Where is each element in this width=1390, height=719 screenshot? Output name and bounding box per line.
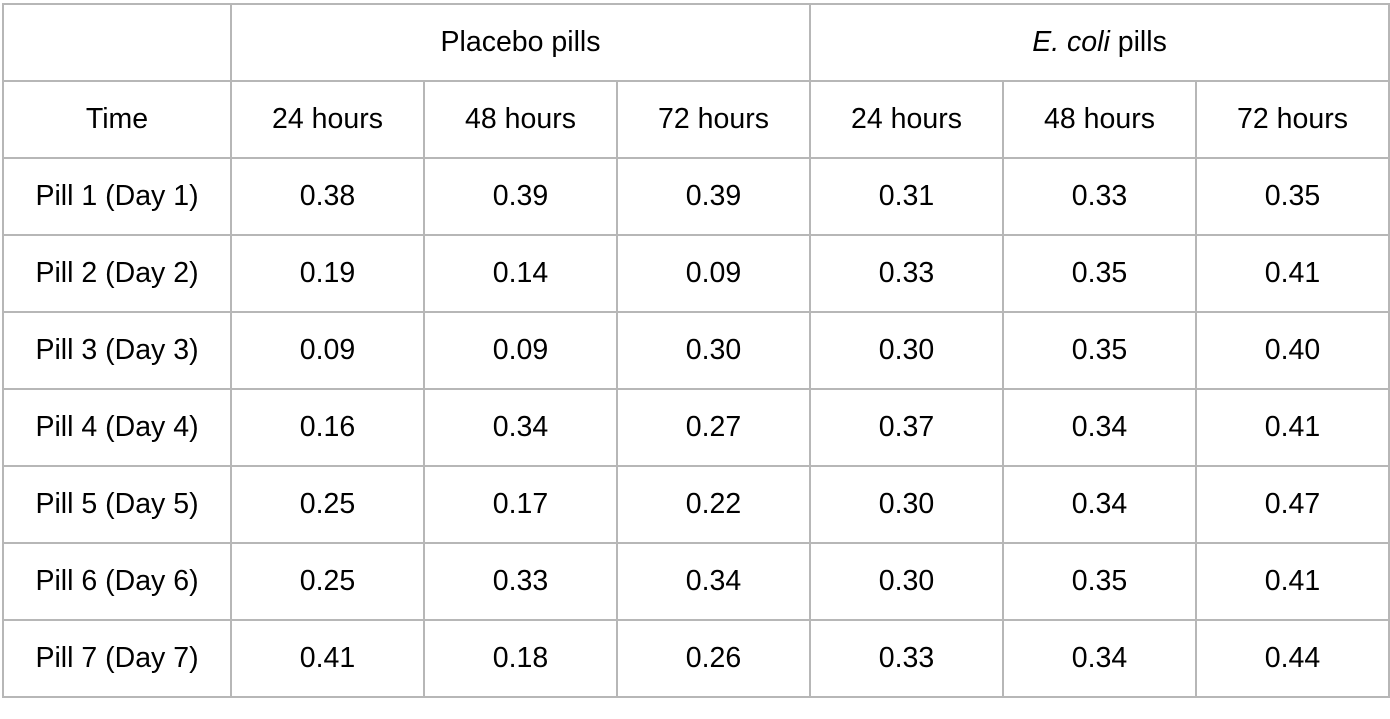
table-cell: 0.34 <box>1002 388 1198 467</box>
placebo-group-header: Placebo pills <box>229 3 812 82</box>
table-cell: 0.44 <box>1195 619 1390 698</box>
data-table: Placebo pills E. coli pills Time 24 hour… <box>2 3 1390 698</box>
row-label: Pill 7 (Day 7) <box>2 619 232 698</box>
ecoli-italic-text: E. coli <box>1032 26 1110 58</box>
table-cell: 0.35 <box>1002 311 1198 390</box>
column-header: 72 hours <box>1195 80 1390 159</box>
table-cell: 0.33 <box>809 234 1005 313</box>
table-cell: 0.38 <box>230 157 425 236</box>
table-cell: 0.41 <box>1195 542 1390 621</box>
column-header: 24 hours <box>230 80 425 159</box>
group-header-row: Placebo pills E. coli pills <box>2 3 1390 82</box>
table-cell: 0.25 <box>230 542 425 621</box>
table-cell: 0.35 <box>1195 157 1390 236</box>
row-label: Pill 4 (Day 4) <box>2 388 232 467</box>
table-cell: 0.33 <box>809 619 1005 698</box>
table-cell: 0.19 <box>230 234 425 313</box>
table-cell: 0.16 <box>230 388 425 467</box>
table-cell: 0.47 <box>1195 465 1390 544</box>
table-cell: 0.31 <box>809 157 1005 236</box>
table-cell: 0.41 <box>1195 234 1390 313</box>
table-cell: 0.34 <box>1002 619 1198 698</box>
table-cell: 0.22 <box>615 465 812 544</box>
table-cell: 0.41 <box>230 619 425 698</box>
table-cell: 0.18 <box>423 619 618 698</box>
table-cell: 0.30 <box>809 465 1005 544</box>
table-cell: 0.27 <box>615 388 812 467</box>
table-cell: 0.40 <box>1195 311 1390 390</box>
table-cell: 0.39 <box>615 157 812 236</box>
table-cell: 0.09 <box>230 311 425 390</box>
table-cell: 0.37 <box>809 388 1005 467</box>
table-row: Pill 4 (Day 4) 0.16 0.34 0.27 0.37 0.34 … <box>2 388 1390 467</box>
table-cell: 0.09 <box>423 311 618 390</box>
row-label: Pill 6 (Day 6) <box>2 542 232 621</box>
table-cell: 0.26 <box>615 619 812 698</box>
table-cell: 0.30 <box>615 311 812 390</box>
table-row: Pill 7 (Day 7) 0.41 0.18 0.26 0.33 0.34 … <box>2 619 1390 698</box>
table-cell: 0.39 <box>423 157 618 236</box>
time-label-cell: Time <box>2 80 232 159</box>
column-header: 48 hours <box>423 80 618 159</box>
row-label: Pill 1 (Day 1) <box>2 157 232 236</box>
table-cell: 0.35 <box>1002 234 1198 313</box>
empty-corner-cell <box>2 3 232 82</box>
table-row: Pill 5 (Day 5) 0.25 0.17 0.22 0.30 0.34 … <box>2 465 1390 544</box>
table-row: Pill 1 (Day 1) 0.38 0.39 0.39 0.31 0.33 … <box>2 157 1390 236</box>
table-cell: 0.35 <box>1002 542 1198 621</box>
time-header-row: Time 24 hours 48 hours 72 hours 24 hours… <box>2 80 1390 159</box>
table-cell: 0.33 <box>423 542 618 621</box>
table-cell: 0.30 <box>809 311 1005 390</box>
column-header: 24 hours <box>809 80 1005 159</box>
row-label: Pill 3 (Day 3) <box>2 311 232 390</box>
table-row: Pill 3 (Day 3) 0.09 0.09 0.30 0.30 0.35 … <box>2 311 1390 390</box>
table-cell: 0.30 <box>809 542 1005 621</box>
table-cell: 0.34 <box>615 542 812 621</box>
table-row: Pill 2 (Day 2) 0.19 0.14 0.09 0.33 0.35 … <box>2 234 1390 313</box>
table-cell: 0.25 <box>230 465 425 544</box>
row-label: Pill 5 (Day 5) <box>2 465 232 544</box>
column-header: 72 hours <box>615 80 812 159</box>
table-cell: 0.34 <box>1002 465 1198 544</box>
table-cell: 0.17 <box>423 465 618 544</box>
table-cell: 0.33 <box>1002 157 1198 236</box>
ecoli-group-header: E. coli pills <box>809 3 1390 82</box>
table-cell: 0.09 <box>615 234 812 313</box>
column-header: 48 hours <box>1002 80 1198 159</box>
row-label: Pill 2 (Day 2) <box>2 234 232 313</box>
table-row: Pill 6 (Day 6) 0.25 0.33 0.34 0.30 0.35 … <box>2 542 1390 621</box>
table-cell: 0.14 <box>423 234 618 313</box>
table-cell: 0.41 <box>1195 388 1390 467</box>
table-cell: 0.34 <box>423 388 618 467</box>
ecoli-rest-text: pills <box>1109 26 1167 58</box>
